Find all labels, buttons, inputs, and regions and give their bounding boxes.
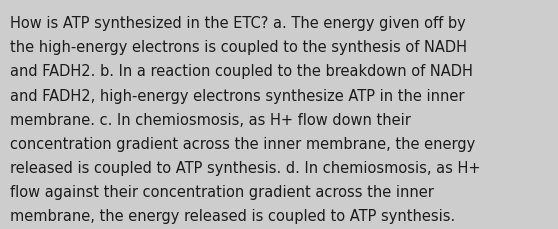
- Text: and FADH2, high-energy electrons synthesize ATP in the inner: and FADH2, high-energy electrons synthes…: [10, 88, 465, 103]
- Text: concentration gradient across the inner membrane, the energy: concentration gradient across the inner …: [10, 136, 475, 151]
- Text: the high-energy electrons is coupled to the synthesis of NADH: the high-energy electrons is coupled to …: [10, 40, 467, 55]
- Text: membrane. c. In chemiosmosis, as H+ flow down their: membrane. c. In chemiosmosis, as H+ flow…: [10, 112, 411, 127]
- Text: How is ATP synthesized in the ETC? a. The energy given off by: How is ATP synthesized in the ETC? a. Th…: [10, 16, 466, 31]
- Text: released is coupled to ATP synthesis. d. In chemiosmosis, as H+: released is coupled to ATP synthesis. d.…: [10, 160, 480, 175]
- Text: membrane, the energy released is coupled to ATP synthesis.: membrane, the energy released is coupled…: [10, 208, 455, 223]
- Text: and FADH2. b. In a reaction coupled to the breakdown of NADH: and FADH2. b. In a reaction coupled to t…: [10, 64, 473, 79]
- Text: flow against their concentration gradient across the inner: flow against their concentration gradien…: [10, 184, 434, 199]
